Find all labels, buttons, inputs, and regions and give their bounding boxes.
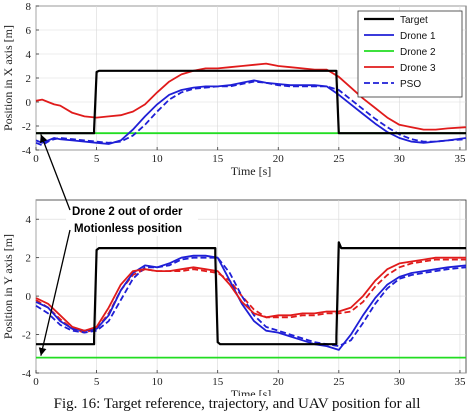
x-tick-label: 0 xyxy=(33,153,39,165)
x-tick-label: 15 xyxy=(212,153,224,165)
series-top xyxy=(35,62,467,147)
y-tick-label: 0 xyxy=(26,291,32,303)
x-tick-label: 35 xyxy=(454,153,466,165)
y-tick-label: -4 xyxy=(22,368,32,380)
x-tick-label: 25 xyxy=(333,153,345,165)
legend-label: PSO xyxy=(400,79,421,90)
figure-caption: Fig. 16: Target reference, trajectory, a… xyxy=(53,396,421,412)
x-tick-label: 35 xyxy=(454,376,466,388)
legend-label: Drone 2 xyxy=(400,47,436,58)
y-axis-label-top: Position in X axis [m] xyxy=(1,25,15,131)
x-axis-label-top: Time [s] xyxy=(231,164,272,178)
x-tick-label: 0 xyxy=(33,376,39,388)
y-tick-label: -2 xyxy=(22,121,31,133)
series-target xyxy=(36,69,466,135)
legend-label: Target xyxy=(400,15,428,26)
series-drone-3-dashed xyxy=(35,258,466,334)
x-tick-label: 10 xyxy=(152,376,164,388)
series-drone-3 xyxy=(35,62,467,131)
series-drone-3 xyxy=(35,256,466,332)
series-pso xyxy=(35,256,467,347)
legend-label: Drone 1 xyxy=(400,31,436,42)
x-tick-label: 15 xyxy=(212,376,224,388)
series-target xyxy=(36,241,466,346)
annotation-background xyxy=(66,202,198,236)
annotation-line-2: Motionless position xyxy=(74,223,182,235)
x-tick-label: 10 xyxy=(152,153,164,165)
y-tick-label: 8 xyxy=(26,1,32,13)
y-tick-label: 4 xyxy=(26,214,32,226)
chart-x-axis-panel: 0 5 10 15 20 25 30 35 -4 -2 0 2 4 6 8 Time [s] Positio… xyxy=(1,1,467,178)
annotation-arrow-bottom xyxy=(38,229,71,356)
y-tick-label: 4 xyxy=(26,49,32,61)
series-drone-1 xyxy=(35,254,467,351)
series-drone-1 xyxy=(35,79,467,145)
y-tick-label: 2 xyxy=(26,73,32,85)
x-tick-label: 30 xyxy=(394,153,406,165)
x-axis-label-bottom: Time [s] xyxy=(231,387,272,396)
series-bottom xyxy=(35,241,467,359)
ticks-top: 0 5 10 15 20 25 30 35 -4 -2 0 2 4 6 8 xyxy=(22,1,466,165)
annotation-arrow-top xyxy=(40,134,71,211)
y-tick-label: 6 xyxy=(26,25,32,37)
y-axis-label-bottom: Position in Y axis [m] xyxy=(1,234,15,339)
x-tick-label: 20 xyxy=(273,376,285,388)
x-tick-label: 5 xyxy=(94,376,100,388)
y-tick-label: -4 xyxy=(22,145,32,157)
y-tick-label: -2 xyxy=(22,330,31,342)
x-tick-label: 30 xyxy=(394,376,406,388)
x-tick-label: 5 xyxy=(94,153,100,165)
series-pso xyxy=(35,80,467,147)
x-tick-label: 20 xyxy=(273,153,285,165)
legend-label: Drone 3 xyxy=(400,63,436,74)
ticks-bottom: 0 5 10 15 20 25 30 35 -4 -2 0 2 4 xyxy=(22,214,466,388)
grid-bottom xyxy=(35,200,466,374)
annotation: Drone 2 out of order Motionless position xyxy=(38,134,198,356)
x-tick-label: 25 xyxy=(333,376,345,388)
legend: Target Drone 1 Drone 2 Drone 3 PSO xyxy=(357,10,463,98)
annotation-arrows xyxy=(38,134,71,356)
annotation-line-1: Drone 2 out of order xyxy=(72,206,183,218)
y-tick-label: 2 xyxy=(26,253,32,265)
y-tick-label: 0 xyxy=(26,97,32,109)
